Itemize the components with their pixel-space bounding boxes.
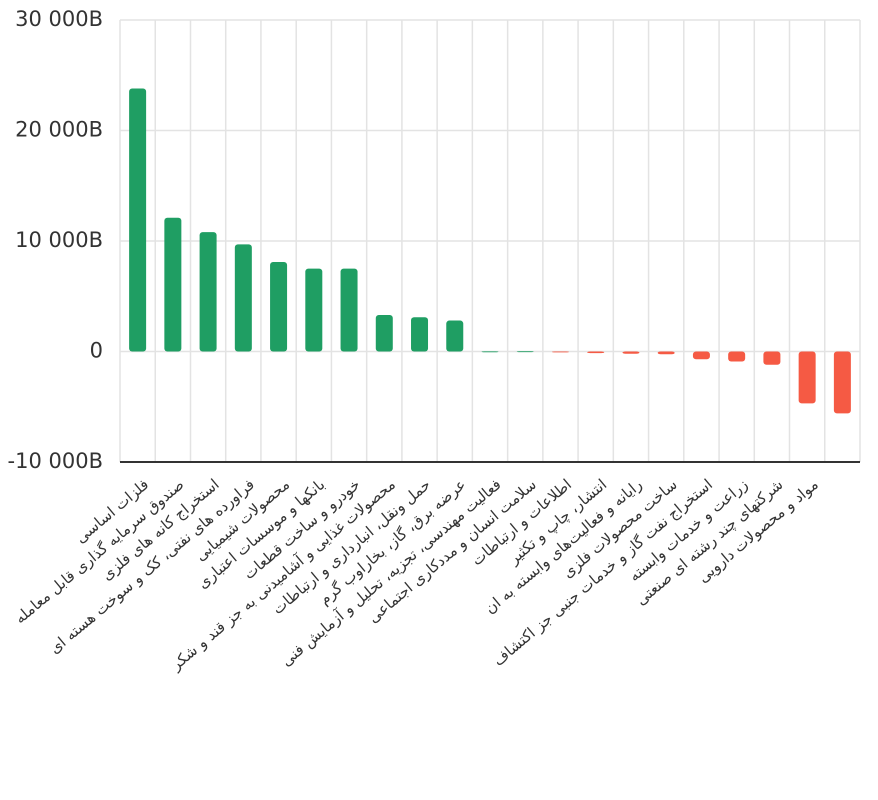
bar[interactable] [446,320,464,352]
bar[interactable] [833,351,851,414]
bar[interactable] [340,268,358,352]
bar[interactable] [587,351,605,354]
bar[interactable] [692,351,710,360]
y-tick-label: -10 000B [8,449,103,473]
bar[interactable] [657,351,675,355]
bar[interactable] [375,315,393,352]
bars [129,88,851,414]
bar[interactable] [234,244,252,352]
bar[interactable] [798,351,816,404]
bar[interactable] [728,351,746,362]
y-tick-label: 20 000B [15,118,103,142]
y-tick-label: 30 000B [15,7,103,31]
bar[interactable] [763,351,781,365]
y-tick-label: 10 000B [15,228,103,252]
bar[interactable] [129,88,147,352]
y-tick-label: 0 [90,339,103,363]
bar[interactable] [164,217,182,352]
bar[interactable] [199,232,217,352]
y-tick-labels: -10 000B 0 10 000B 20 000B 30 000B [8,7,103,473]
bar[interactable] [622,351,640,354]
bar[interactable] [516,351,534,353]
bar[interactable] [481,351,499,353]
bar[interactable] [411,317,429,352]
grid-lines [119,19,861,462]
bar[interactable] [305,268,323,352]
bar[interactable] [551,351,569,353]
bar[interactable] [270,261,288,352]
